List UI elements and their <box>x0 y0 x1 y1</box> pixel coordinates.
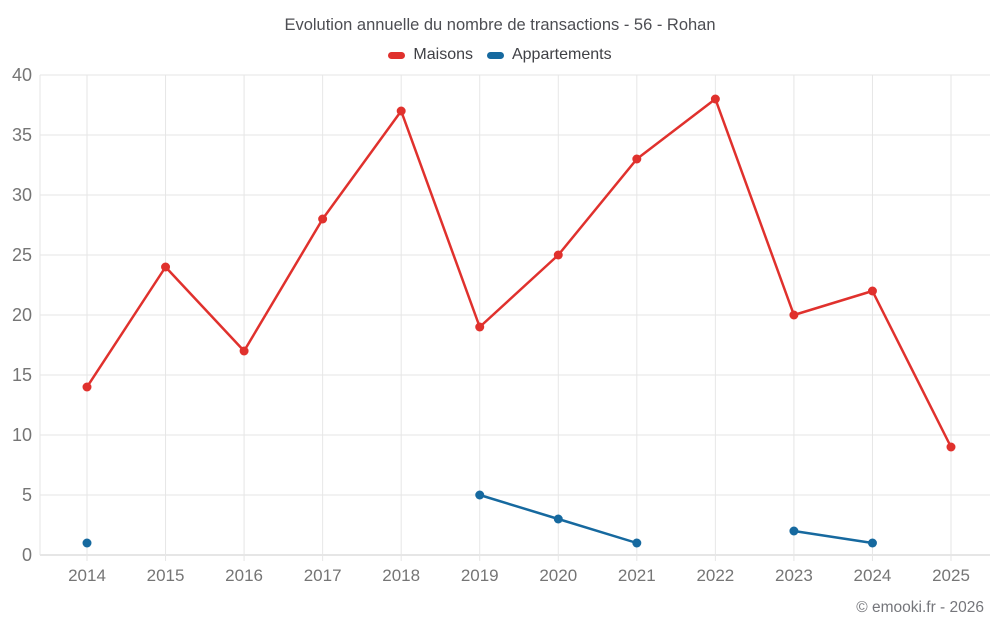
x-axis-tick-label: 2023 <box>775 566 813 585</box>
data-point-appartements <box>867 538 877 548</box>
x-axis-tick-label: 2018 <box>382 566 420 585</box>
y-axis-tick-label: 25 <box>12 245 32 265</box>
copyright-credit: © emooki.fr - 2026 <box>856 599 984 616</box>
data-point-appartements <box>475 490 485 500</box>
x-axis-tick-label: 2017 <box>304 566 342 585</box>
x-axis-tick-label: 2015 <box>147 566 185 585</box>
data-point-maisons <box>946 442 956 452</box>
y-axis-tick-label: 0 <box>22 545 32 565</box>
data-point-maisons <box>82 382 92 392</box>
y-axis-tick-label: 30 <box>12 185 32 205</box>
data-point-maisons <box>475 322 485 332</box>
data-point-appartements <box>82 538 92 548</box>
y-axis-tick-label: 10 <box>12 425 32 445</box>
y-axis-tick-label: 15 <box>12 365 32 385</box>
maisons-series-marker-icon <box>388 51 406 59</box>
appartements-series-marker-icon <box>486 51 504 59</box>
y-axis-tick-label: 35 <box>12 125 32 145</box>
series-line-appartements <box>792 529 874 545</box>
y-axis-tick-label: 40 <box>12 65 32 85</box>
chart-title: Evolution annuelle du nombre de transact… <box>284 16 716 34</box>
x-axis-tick-label: 2022 <box>696 566 734 585</box>
legend-label-appartements: Appartements <box>511 46 612 63</box>
x-axis-tick-label: 2020 <box>539 566 577 585</box>
data-point-appartements <box>789 526 799 536</box>
data-point-maisons <box>553 250 563 260</box>
legend-item-maisons[interactable]: Maisons <box>388 46 473 64</box>
data-point-maisons <box>867 286 877 296</box>
data-point-appartements <box>553 514 563 524</box>
x-axis-tick-label: 2021 <box>618 566 656 585</box>
x-axis-tick-label: 2024 <box>854 566 892 585</box>
data-point-maisons <box>710 94 720 104</box>
x-axis-tick-label: 2025 <box>932 566 970 585</box>
y-axis-tick-label: 5 <box>22 485 32 505</box>
data-point-maisons <box>318 214 328 224</box>
legend-item-appartements[interactable]: Appartements <box>486 46 612 64</box>
x-axis-tick-label: 2016 <box>225 566 263 585</box>
data-point-maisons <box>396 106 406 116</box>
data-point-maisons <box>239 346 249 356</box>
series-line-maisons <box>85 97 953 449</box>
data-point-appartements <box>632 538 642 548</box>
data-point-maisons <box>632 154 642 164</box>
data-point-maisons <box>789 310 799 320</box>
chart-legend: Maisons Appartements <box>0 46 1000 64</box>
legend-label-maisons: Maisons <box>413 46 473 63</box>
data-point-maisons <box>161 262 171 272</box>
x-axis-tick-label: 2014 <box>68 566 106 585</box>
y-axis-tick-label: 20 <box>12 305 32 325</box>
x-axis-tick-label: 2019 <box>461 566 499 585</box>
